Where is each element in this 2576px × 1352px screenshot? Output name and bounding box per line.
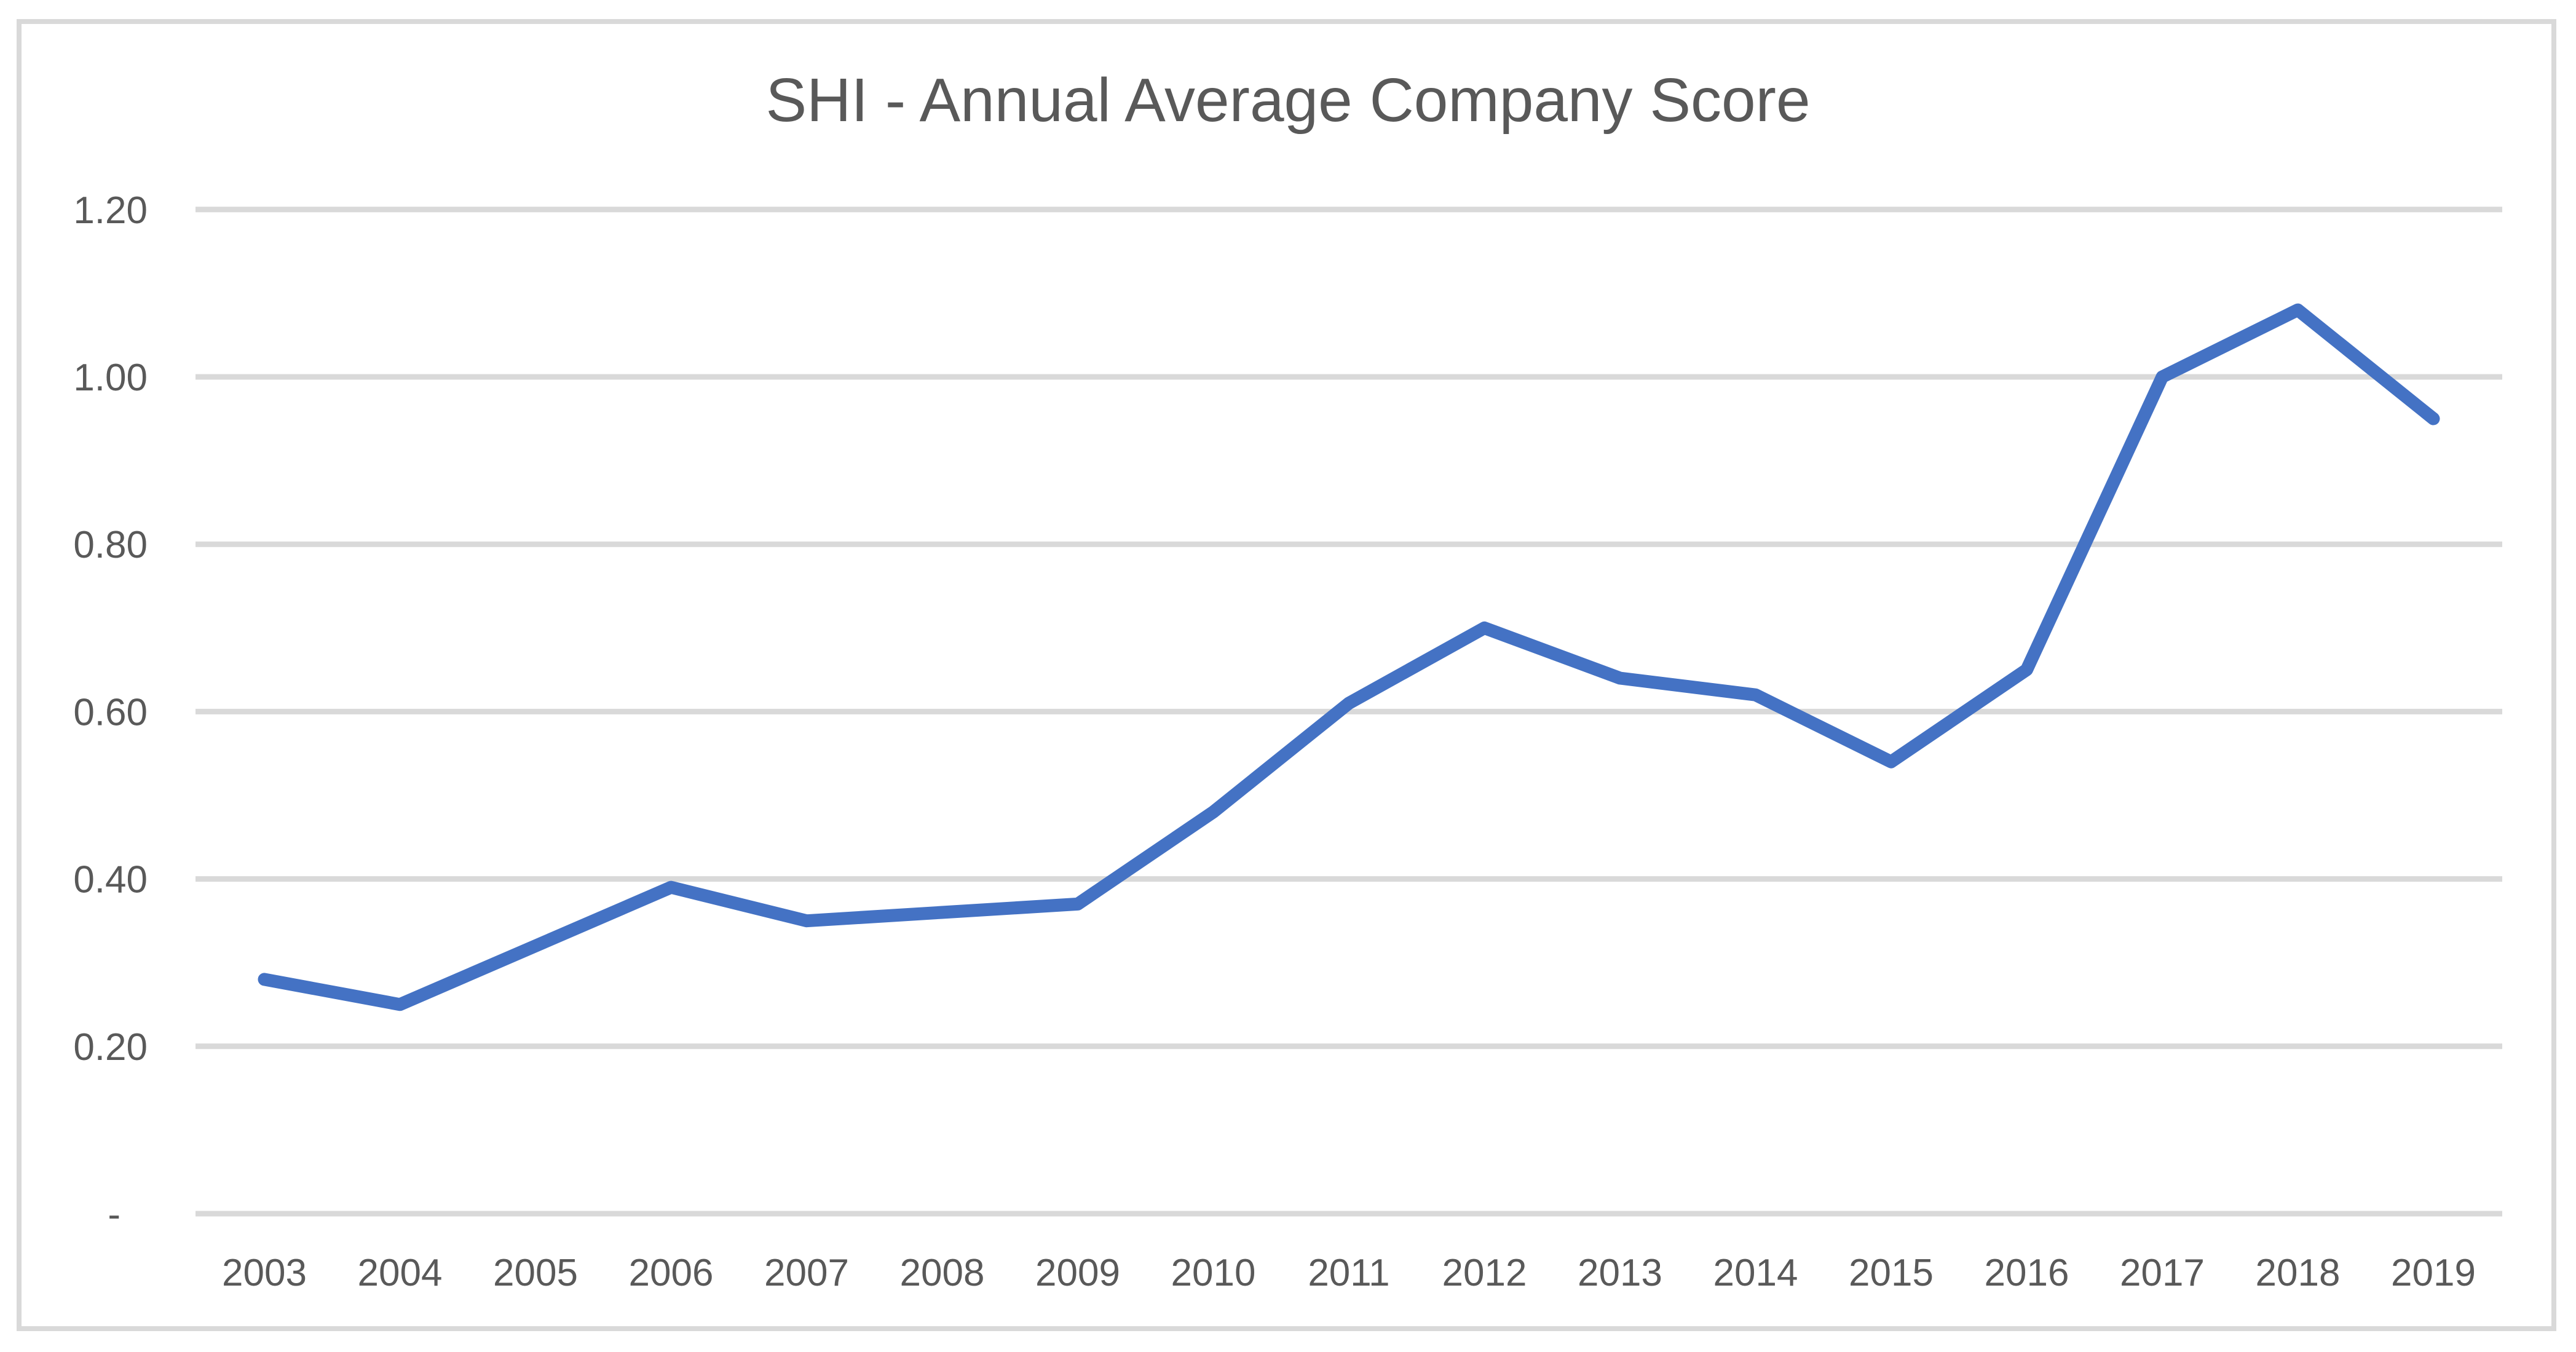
x-axis-label: 2003 xyxy=(222,1252,307,1294)
x-axis-label: 2015 xyxy=(1849,1252,1934,1294)
x-axis-labels-group: 2003 2004 2005 2006 2007 2008 2009 2010 2011 2012… xyxy=(222,1252,2476,1294)
y-axis-label: 1.20 xyxy=(73,189,148,232)
x-axis-label: 2006 xyxy=(629,1252,714,1294)
x-axis-label: 2019 xyxy=(2391,1252,2476,1294)
y-axis-label: 0.20 xyxy=(73,1026,148,1069)
y-axis-labels-group: - 0.20 0.40 0.60 0.80 1.00 1.20 xyxy=(73,189,148,1236)
x-axis-label: 2007 xyxy=(764,1252,849,1294)
x-axis-label: 2012 xyxy=(1442,1252,1527,1294)
y-axis-label: - xyxy=(108,1193,121,1236)
x-axis-label: 2011 xyxy=(1308,1252,1389,1294)
y-axis-label: 1.00 xyxy=(73,357,148,399)
gridlines-group xyxy=(196,207,2502,1217)
y-axis-label: 0.80 xyxy=(73,524,148,566)
x-axis-label: 2005 xyxy=(493,1252,578,1294)
x-axis-label: 2017 xyxy=(2120,1252,2205,1294)
chart-frame xyxy=(17,19,2556,1331)
series-line xyxy=(258,303,2440,1011)
x-axis-label: 2013 xyxy=(1578,1252,1662,1294)
x-axis-label: 2004 xyxy=(358,1252,443,1294)
x-axis-label: 2014 xyxy=(1713,1252,1798,1294)
chart-title: SHI - Annual Average Company Score xyxy=(765,66,1811,135)
x-axis-label: 2009 xyxy=(1035,1252,1120,1294)
x-axis-label: 2010 xyxy=(1171,1252,1256,1294)
y-axis-label: 0.40 xyxy=(73,859,148,901)
x-axis-label: 2016 xyxy=(1985,1252,2069,1294)
x-axis-label: 2018 xyxy=(2256,1252,2341,1294)
x-axis-label: 2008 xyxy=(900,1252,985,1294)
y-axis-label: 0.60 xyxy=(73,691,148,733)
